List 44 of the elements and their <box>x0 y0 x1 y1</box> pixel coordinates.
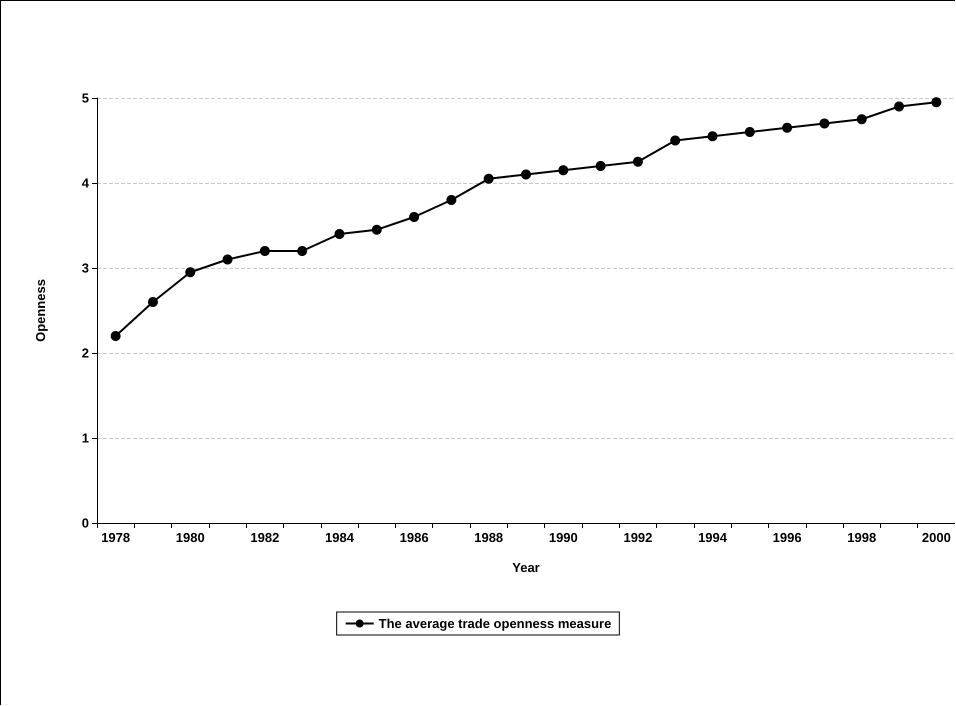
point <box>931 97 942 108</box>
y-tick-label: 4 <box>82 176 90 190</box>
x-tick-label: 1988 <box>474 530 504 545</box>
point <box>558 165 568 176</box>
point <box>782 122 792 133</box>
x-tick-label: 1980 <box>176 530 205 545</box>
point <box>856 114 867 124</box>
point <box>744 127 755 137</box>
point <box>372 224 382 235</box>
y-tick-label: 2 <box>82 346 89 360</box>
x-tick-label: 1990 <box>548 530 578 545</box>
point <box>632 156 643 167</box>
legend-label: The average trade openness measure <box>378 616 612 631</box>
x-tick-label: 1986 <box>400 530 429 545</box>
x-tick-label: 2000 <box>922 530 951 545</box>
x-tick-label: 1984 <box>325 530 355 545</box>
point <box>297 246 308 256</box>
y-tick-label: 5 <box>82 90 89 106</box>
point <box>894 102 904 112</box>
point <box>148 297 158 307</box>
y-axis-title: Openness <box>33 279 48 342</box>
x-tick-label: 1996 <box>772 530 802 545</box>
point <box>819 118 830 128</box>
x-tick-label: 1994 <box>698 530 728 545</box>
x-tick-label: 1992 <box>623 530 652 545</box>
y-tick-label: 3 <box>82 260 89 276</box>
point <box>110 331 121 341</box>
point <box>521 170 531 180</box>
x-tick-label: 1982 <box>250 530 280 545</box>
point <box>596 161 606 171</box>
x-axis-title: Year <box>512 560 540 575</box>
point <box>409 212 420 222</box>
point <box>222 254 233 264</box>
point <box>484 174 494 184</box>
point <box>334 229 344 239</box>
point <box>446 195 456 205</box>
point <box>185 267 196 278</box>
point <box>708 131 718 142</box>
x-tick-label: 1998 <box>847 530 876 545</box>
x-tick-label: 1978 <box>101 530 130 545</box>
point <box>260 246 270 256</box>
point <box>670 136 680 146</box>
y-tick-label: 0 <box>82 516 89 530</box>
y-tick-label: 1 <box>82 430 89 446</box>
